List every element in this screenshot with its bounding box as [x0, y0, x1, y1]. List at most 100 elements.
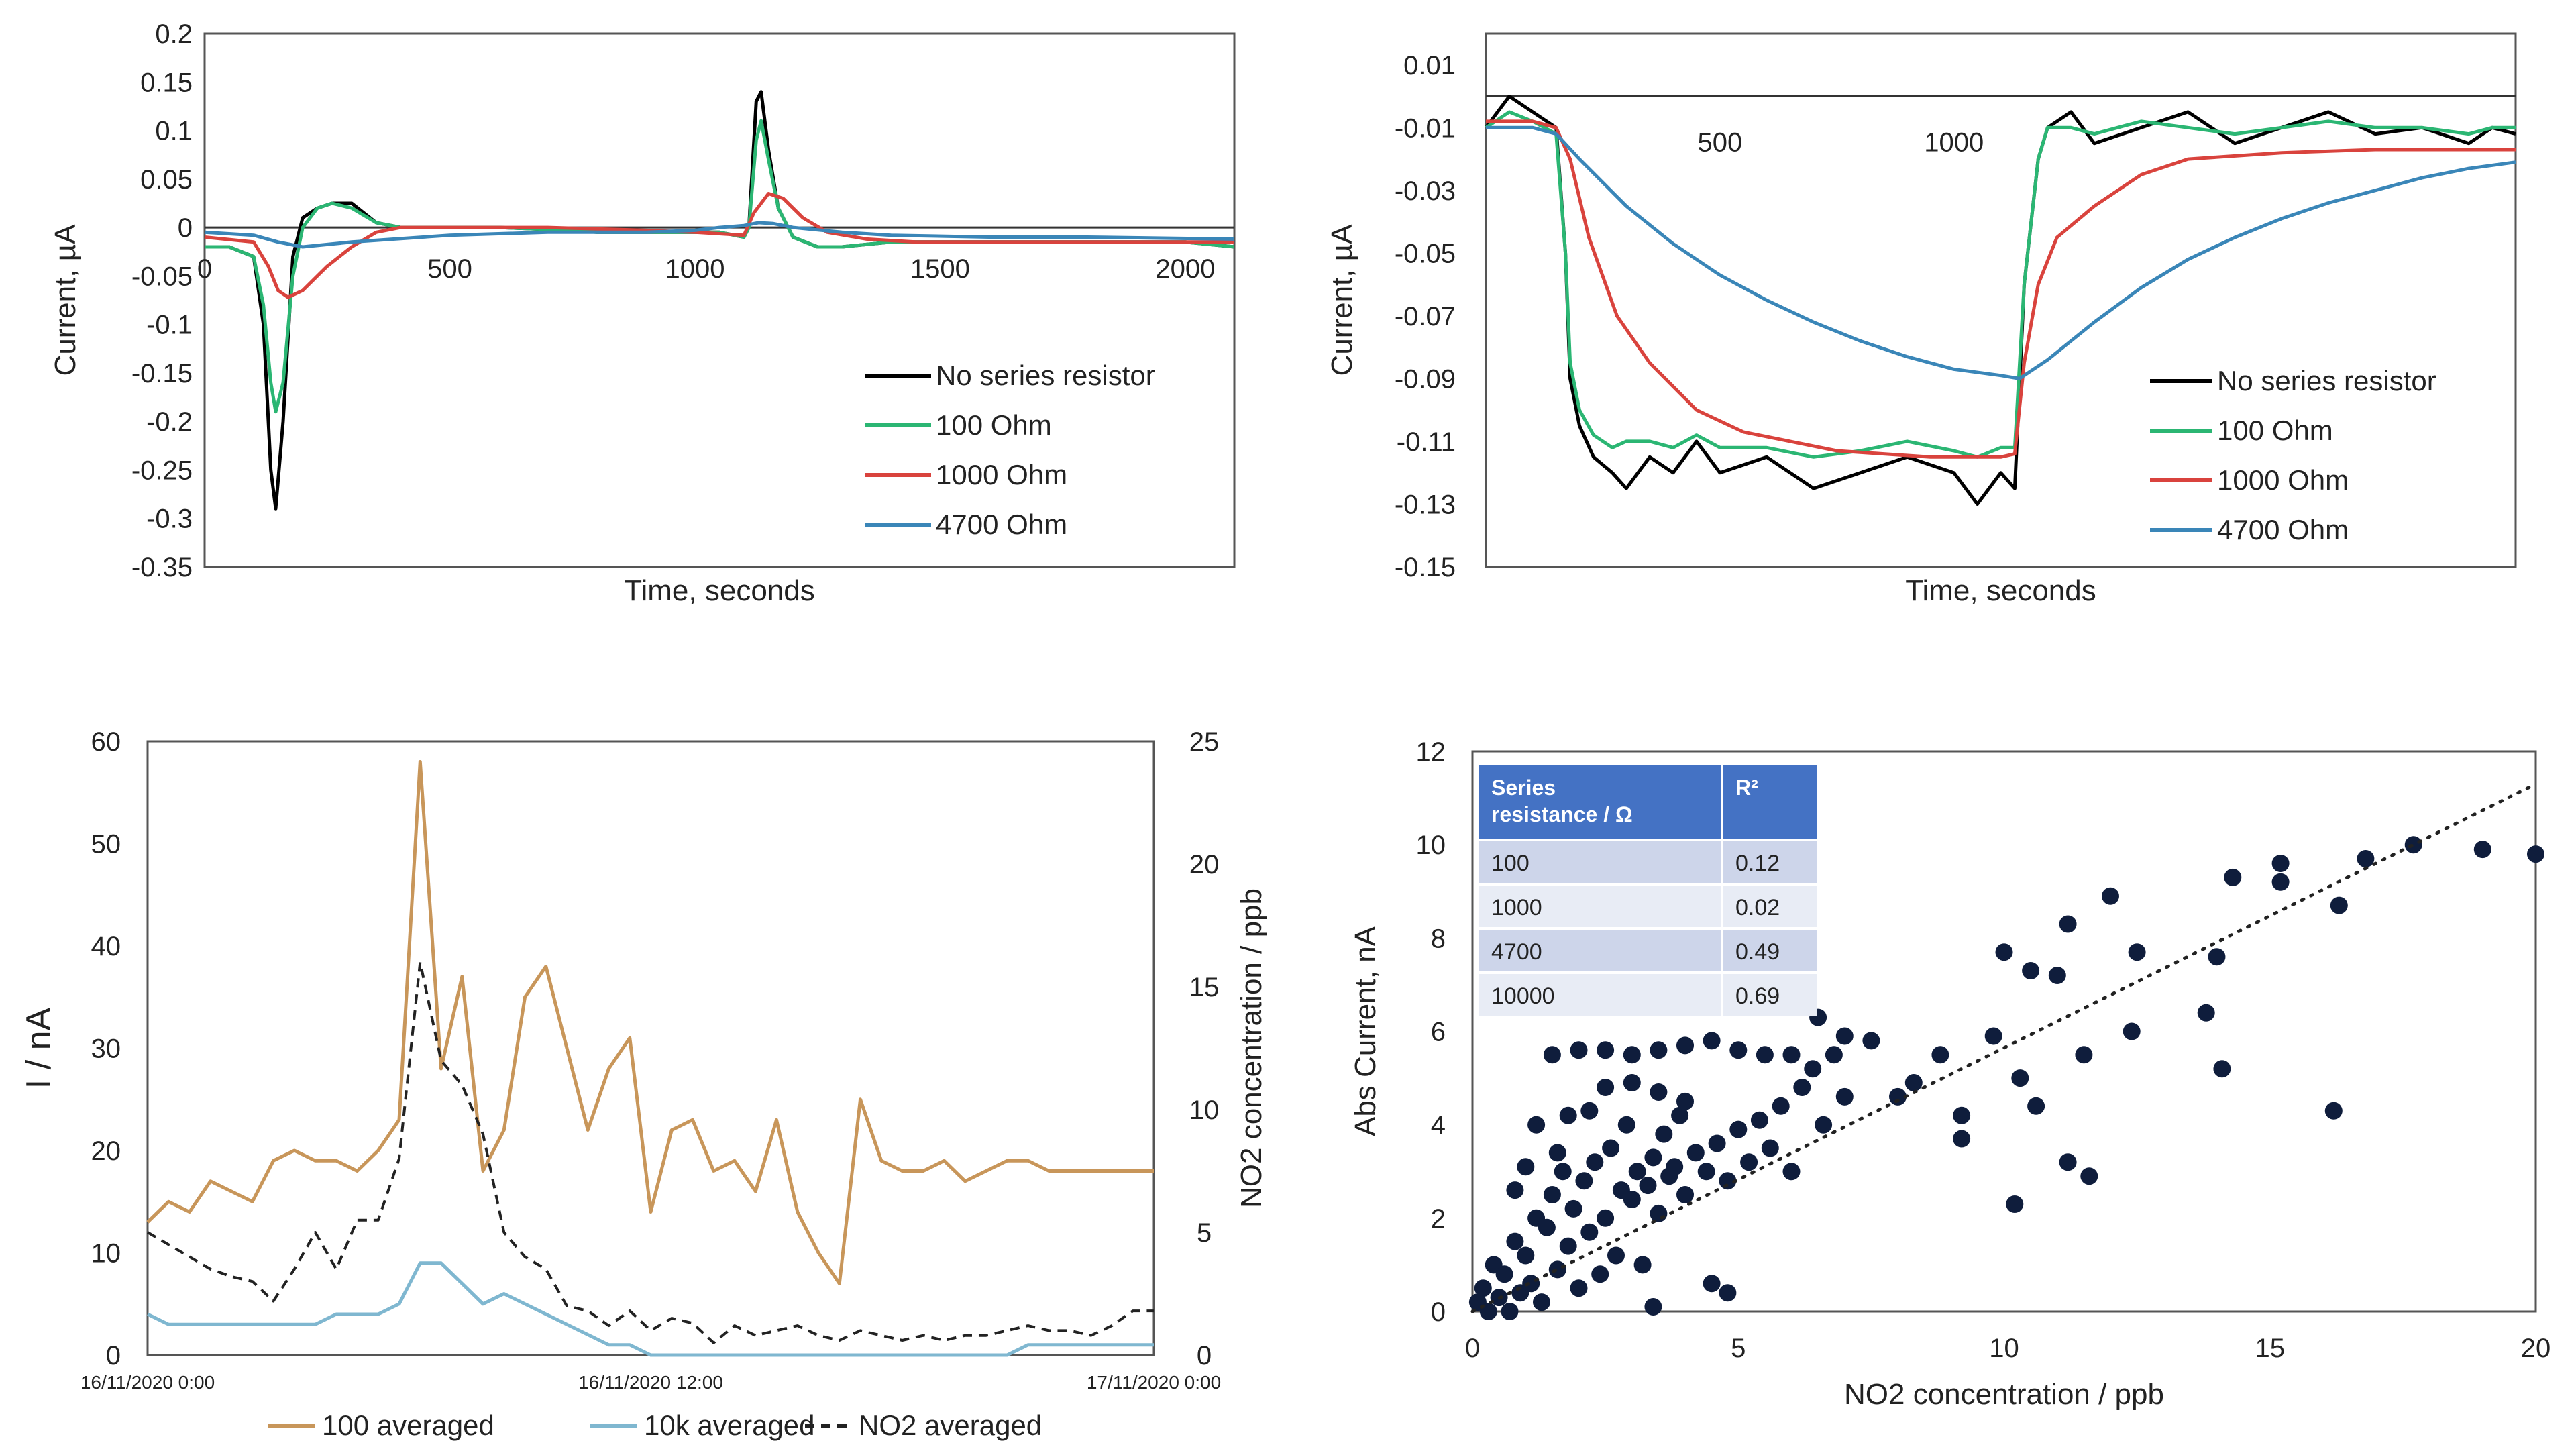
scatter-point [1729, 1120, 1748, 1138]
scatter-point [1697, 1163, 1715, 1181]
table-cell-label: 0.12 [1735, 851, 1780, 876]
plot-frame [146, 740, 1155, 1356]
x-tick-label: 20 [2521, 1334, 2551, 1363]
x-axis-label: NO2 concentration / ppb [1844, 1378, 2164, 1411]
scatter-point [1825, 1046, 1843, 1064]
table-header-line: resistance / Ω [1491, 802, 1633, 826]
scatter-point [1633, 1256, 1652, 1274]
scatter-point [2271, 855, 2290, 872]
table-header-cell [1479, 765, 1721, 839]
x-tick-label: 15 [2255, 1334, 2286, 1363]
scatter-point [1953, 1106, 1971, 1124]
table-cell-label: 0.49 [1735, 939, 1780, 965]
series-line [204, 192, 1234, 299]
x-tick-label: 0 [1465, 1334, 1480, 1363]
y-tick-label: 0 [1431, 1297, 1446, 1327]
x-axis-label: Time, seconds [1905, 574, 2096, 607]
scatter-point [1729, 1041, 1748, 1059]
scatter-point [1623, 1191, 1641, 1208]
scatter-point [2128, 943, 2146, 961]
series-line [1486, 119, 2516, 459]
table-cell [1479, 841, 1721, 883]
y-tick-label: 0.01 [1403, 51, 1456, 80]
table-cell-label: 1000 [1491, 895, 1542, 920]
y-tick-label: -0.15 [131, 359, 193, 388]
y2-tick-label: 20 [1189, 850, 1220, 879]
x-tick-label: 2000 [1155, 254, 1215, 284]
scatter-point [1740, 1153, 1758, 1171]
table-cell-label: 10000 [1491, 983, 1555, 1009]
x-tick-label: 500 [1697, 128, 1742, 158]
y-tick-label: -0.15 [1395, 553, 1456, 582]
x-tick-label: 0 [197, 254, 212, 284]
series-line [204, 221, 1235, 249]
scatter-point [1676, 1092, 1694, 1110]
legend-label: No series resistor [936, 360, 1155, 391]
scatter-point [1517, 1158, 1535, 1176]
scatter-point [2271, 873, 2290, 891]
x-tick-label: 16/11/2020 0:00 [80, 1372, 215, 1393]
y-tick-label: -0.07 [1395, 302, 1456, 331]
x-tick-label: 16/11/2020 12:00 [578, 1372, 723, 1393]
scatter-point [1644, 1148, 1662, 1167]
scatter-point [1554, 1163, 1572, 1181]
scatter-point [1703, 1032, 1721, 1050]
y-axis-label: Current, µA [49, 224, 82, 376]
scatter-point [1597, 1079, 1615, 1096]
y-tick-label: -0.13 [1395, 490, 1456, 519]
table-cell-label: 0.02 [1735, 895, 1780, 920]
scatter-point [1570, 1041, 1588, 1059]
scatter-point [1639, 1177, 1657, 1195]
scatter-point [2080, 1167, 2098, 1185]
y-tick-label: -0.09 [1395, 364, 1456, 394]
scatter-point [2208, 948, 2226, 966]
y-axis-label: Abs Current, nA [1349, 926, 1382, 1136]
scatter-point [2213, 1060, 2231, 1078]
y-tick-label: -0.11 [1397, 427, 1456, 457]
scatter-point [1527, 1116, 1546, 1134]
scatter-point [1756, 1046, 1774, 1064]
table-cell [1723, 841, 1817, 883]
scatter-point [1686, 1144, 1705, 1162]
chart-2: 0.01 -0.01 -0.03 -0.05 -0.07 -0.09 -0.11 -0.13 -… [1326, 32, 2517, 607]
scatter-point [1495, 1265, 1513, 1283]
scatter-point [1501, 1303, 1519, 1320]
scatter-point [2404, 836, 2422, 854]
scatter-point [1650, 1204, 1668, 1222]
y2-tick-label: 10 [1189, 1095, 1220, 1125]
scatter-point [1782, 1163, 1801, 1181]
scatter-point [1650, 1083, 1668, 1101]
scatter-point [1533, 1293, 1550, 1311]
legend-label: 100 Ohm [2217, 415, 2333, 446]
scatter-point [2059, 1153, 2077, 1171]
scatter-point [1570, 1279, 1588, 1297]
y-axis-label: I / nA [19, 1007, 58, 1089]
y-tick-label: -0.3 [146, 504, 193, 534]
scatter-point [2473, 841, 2491, 859]
table-header-line: Series [1491, 775, 1556, 800]
scatter-point [1904, 1074, 1923, 1091]
r2-table: Series resistance / Ω R² 100 0.12 1000 0.02 470… [1479, 765, 1817, 1016]
table-cell [1479, 974, 1721, 1016]
series-line [146, 760, 1154, 1285]
y2-tick-label: 25 [1189, 727, 1220, 757]
table-cell [1723, 974, 1817, 1016]
plot-frame [1485, 32, 2517, 568]
legend-label: 4700 Ohm [2217, 514, 2349, 545]
x-tick-label: 5 [1731, 1334, 1746, 1363]
scatter-point [1889, 1087, 1907, 1106]
legend-label: No series resistor [2217, 365, 2436, 396]
x-tick-label: 10 [1989, 1334, 2019, 1363]
scatter-point [2059, 915, 2077, 933]
scatter-point [2027, 1097, 2045, 1115]
scatter-point [1517, 1246, 1535, 1265]
scatter-point [2324, 1102, 2343, 1120]
table-header-cell [1723, 765, 1817, 839]
scatter-point [1543, 1186, 1561, 1203]
scatter-point [1666, 1158, 1684, 1176]
scatter-point [1586, 1153, 1604, 1171]
y-tick-label: 8 [1431, 924, 1446, 953]
scatter-point [2357, 850, 2375, 867]
scatter-point [1607, 1246, 1625, 1265]
y-tick-label: 60 [91, 727, 121, 757]
